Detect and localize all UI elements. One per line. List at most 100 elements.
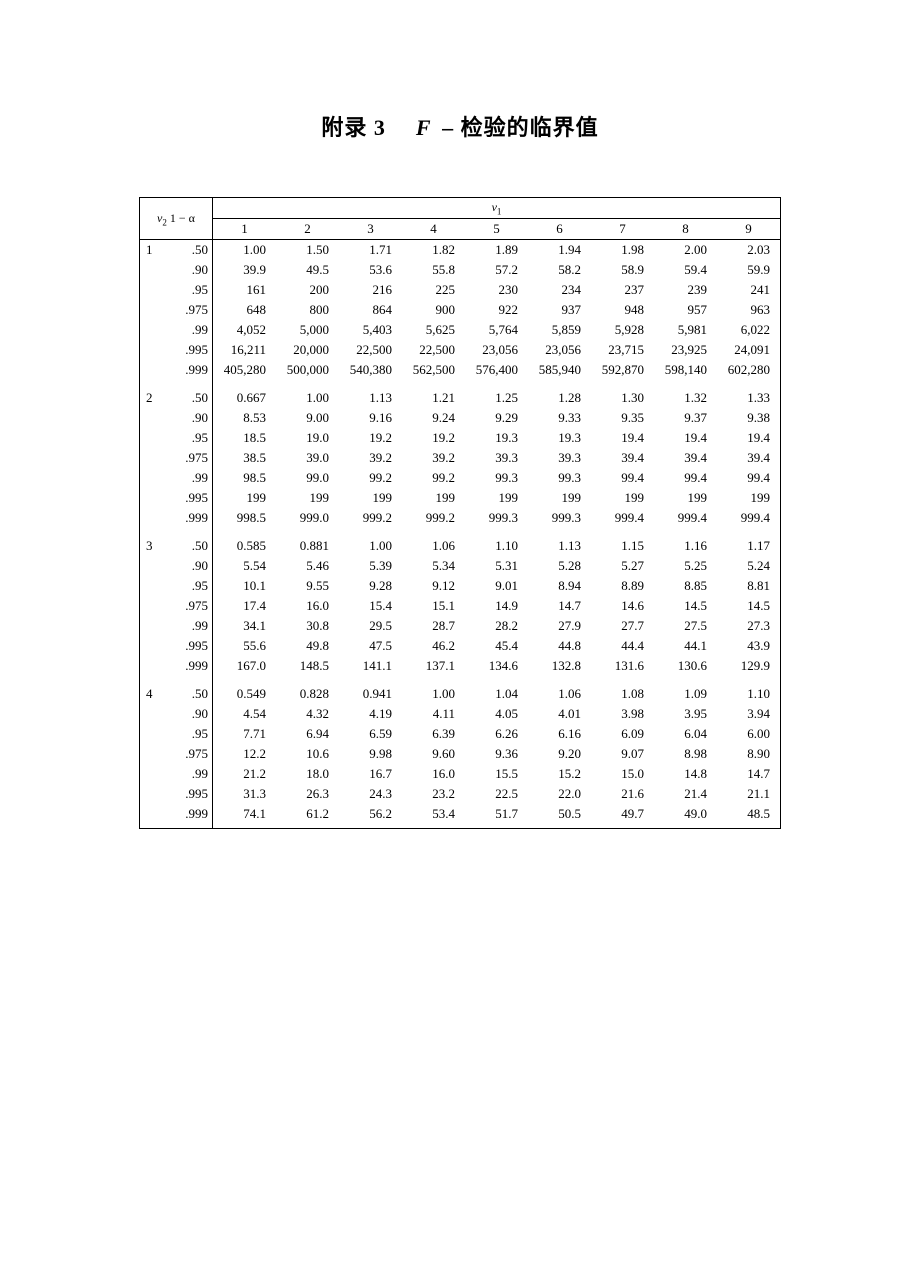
table-row: 1.501.001.501.711.821.891.941.982.002.03: [140, 240, 780, 261]
cell-value: 5,764: [465, 320, 528, 340]
col-header: 1: [213, 219, 277, 240]
cell-v2: [140, 508, 170, 528]
cell-value: 9.36: [465, 744, 528, 764]
cell-value: 167.0: [213, 656, 277, 676]
cell-value: 99.2: [402, 468, 465, 488]
cell-value: 23,056: [465, 340, 528, 360]
table-row: .957.716.946.596.396.266.166.096.046.00: [140, 724, 780, 744]
cell-value: 6.94: [276, 724, 339, 744]
cell-value: 161: [213, 280, 277, 300]
cell-value: 148.5: [276, 656, 339, 676]
cell-value: 9.12: [402, 576, 465, 596]
table-row: .9934.130.829.528.728.227.927.727.527.3: [140, 616, 780, 636]
col-header: 5: [465, 219, 528, 240]
cell-value: 16.0: [402, 764, 465, 784]
cell-value: 1.21: [402, 380, 465, 408]
cell-value: 9.38: [717, 408, 780, 428]
cell-value: 6.00: [717, 724, 780, 744]
cell-value: 999.3: [528, 508, 591, 528]
cell-value: 49.5: [276, 260, 339, 280]
cell-value: 39.2: [339, 448, 402, 468]
cell-value: 1.10: [717, 676, 780, 704]
cell-value: 59.4: [654, 260, 717, 280]
table-head: v2 1 − α v1 1 2 3 4 5 6 7 8 9: [140, 198, 780, 240]
cell-value: 1.15: [591, 528, 654, 556]
cell-value: 21.4: [654, 784, 717, 804]
cell-value: 14.5: [654, 596, 717, 616]
cell-value: 1.17: [717, 528, 780, 556]
cell-v2: [140, 724, 170, 744]
cell-value: 199: [591, 488, 654, 508]
table-row: .99555.649.847.546.245.444.844.444.143.9: [140, 636, 780, 656]
cell-value: 9.16: [339, 408, 402, 428]
cell-value: 0.828: [276, 676, 339, 704]
cell-value: 6.39: [402, 724, 465, 744]
table-row: .99531.326.324.323.222.522.021.621.421.1: [140, 784, 780, 804]
cell-value: 864: [339, 300, 402, 320]
cell-value: 132.8: [528, 656, 591, 676]
cell-value: 14.7: [717, 764, 780, 784]
cell-value: 7.71: [213, 724, 277, 744]
cell-value: 900: [402, 300, 465, 320]
page: 附录 3 F – 检验的临界值 v2 1 − α v1 1 2 3: [0, 0, 920, 829]
cell-value: 922: [465, 300, 528, 320]
cell-v2: [140, 556, 170, 576]
cell-value: 5,859: [528, 320, 591, 340]
cell-value: 14.9: [465, 596, 528, 616]
cell-value: 19.4: [717, 428, 780, 448]
cell-v2: [140, 804, 170, 828]
cell-value: 47.5: [339, 636, 402, 656]
cell-value: 23,715: [591, 340, 654, 360]
cell-value: 27.7: [591, 616, 654, 636]
cell-value: 963: [717, 300, 780, 320]
cell-value: 5.24: [717, 556, 780, 576]
f-table-inner: v2 1 − α v1 1 2 3 4 5 6 7 8 9: [140, 198, 780, 828]
cell-value: 1.13: [528, 528, 591, 556]
f-table: v2 1 − α v1 1 2 3 4 5 6 7 8 9: [139, 197, 781, 829]
cell-value: 99.4: [654, 468, 717, 488]
cell-value: 200: [276, 280, 339, 300]
cell-value: 6.16: [528, 724, 591, 744]
cell-value: 134.6: [465, 656, 528, 676]
cell-value: 29.5: [339, 616, 402, 636]
cell-value: 9.00: [276, 408, 339, 428]
cell-alpha: .995: [170, 784, 213, 804]
cell-alpha: .995: [170, 488, 213, 508]
cell-value: 199: [276, 488, 339, 508]
cell-value: 39.0: [276, 448, 339, 468]
table-row: .975648800864900922937948957963: [140, 300, 780, 320]
cell-v2: [140, 280, 170, 300]
cell-value: 6.59: [339, 724, 402, 744]
cell-value: 241: [717, 280, 780, 300]
cell-value: 28.2: [465, 616, 528, 636]
cell-value: 602,280: [717, 360, 780, 380]
cell-value: 5.28: [528, 556, 591, 576]
cell-value: 19.0: [276, 428, 339, 448]
cell-value: 39.4: [591, 448, 654, 468]
cell-value: 53.4: [402, 804, 465, 828]
cell-value: 9.60: [402, 744, 465, 764]
cell-value: 199: [654, 488, 717, 508]
cell-value: 99.4: [717, 468, 780, 488]
cell-value: 648: [213, 300, 277, 320]
table-row: .999998.5999.0999.2999.2999.3999.3999.49…: [140, 508, 780, 528]
cell-value: 562,500: [402, 360, 465, 380]
cell-value: 57.2: [465, 260, 528, 280]
cell-v2: 4: [140, 676, 170, 704]
cell-value: 1.28: [528, 380, 591, 408]
cell-value: 1.25: [465, 380, 528, 408]
title-letter: F: [416, 115, 432, 140]
cell-value: 5.25: [654, 556, 717, 576]
cell-alpha: .95: [170, 724, 213, 744]
cell-value: 9.29: [465, 408, 528, 428]
cell-value: 999.3: [465, 508, 528, 528]
cell-v2: [140, 704, 170, 724]
cell-v2: [140, 360, 170, 380]
cell-value: 28.7: [402, 616, 465, 636]
cell-value: 55.6: [213, 636, 277, 656]
cell-value: 5,928: [591, 320, 654, 340]
cell-value: 576,400: [465, 360, 528, 380]
cell-value: 1.16: [654, 528, 717, 556]
cell-value: 3.98: [591, 704, 654, 724]
table-row: .9510.19.559.289.129.018.948.898.858.81: [140, 576, 780, 596]
